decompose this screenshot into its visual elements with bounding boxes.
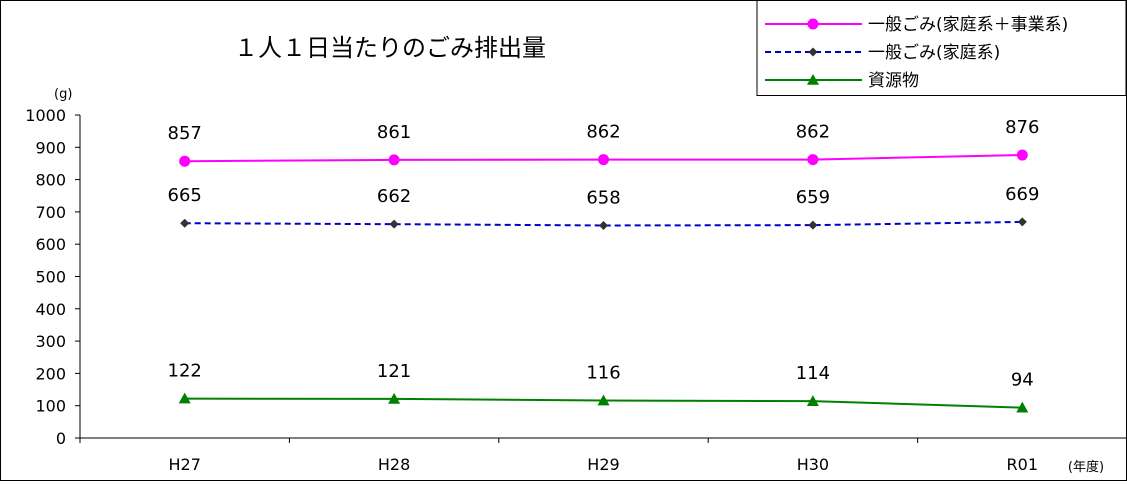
point-marker xyxy=(388,392,401,404)
data-label: 659 xyxy=(796,187,830,208)
point-marker xyxy=(1016,149,1028,161)
x-tick-label: R01 xyxy=(1007,455,1038,474)
axes-group: 0 100 200 300 400 500 600 700 800 900 1000 H27 H28 H2… xyxy=(25,106,1127,474)
point-marker xyxy=(808,220,818,230)
legend-label: 一般ごみ(家庭系＋事業系) xyxy=(868,15,1068,35)
data-label: 122 xyxy=(168,361,202,382)
point-marker xyxy=(388,154,400,166)
data-label: 862 xyxy=(586,122,620,143)
data-label: 861 xyxy=(377,122,411,143)
y-tick-label: 900 xyxy=(35,138,66,157)
legend-label: 一般ごみ(家庭系) xyxy=(868,43,1000,63)
point-marker xyxy=(179,155,191,167)
x-tick-label: H28 xyxy=(378,455,410,474)
point-marker xyxy=(808,47,818,57)
series-1: 857 861 862 862 876 xyxy=(168,117,1039,167)
point-marker xyxy=(598,154,609,166)
point-marker xyxy=(389,219,399,229)
point-marker xyxy=(1017,217,1027,227)
data-label: 114 xyxy=(796,363,830,384)
x-tick-label: H30 xyxy=(797,455,829,474)
y-tick-label: 400 xyxy=(35,300,66,319)
data-label: 876 xyxy=(1005,117,1039,138)
legend: 一般ごみ(家庭系＋事業系) 一般ごみ(家庭系) 資源物 xyxy=(756,0,1127,96)
data-label: 116 xyxy=(586,363,620,384)
data-label: 658 xyxy=(586,187,620,208)
series-3: 122 121 116 114 94 xyxy=(168,361,1034,413)
y-axis-unit-label: (g) xyxy=(54,87,72,102)
y-tick-label: 100 xyxy=(35,397,66,416)
y-tick-label: 200 xyxy=(35,364,66,383)
data-label: 862 xyxy=(796,122,830,143)
point-marker xyxy=(807,18,819,30)
point-marker xyxy=(180,218,190,228)
data-label: 662 xyxy=(377,186,411,207)
y-tick-label: 1000 xyxy=(25,106,66,125)
point-marker xyxy=(178,392,191,404)
data-label: 857 xyxy=(168,123,202,144)
x-axis-unit-label: (年度) xyxy=(1068,459,1104,475)
point-marker xyxy=(806,395,819,406)
y-tick-label: 300 xyxy=(35,332,66,351)
data-label: 665 xyxy=(168,185,202,206)
series-2: 665 662 658 659 669 xyxy=(168,184,1039,230)
y-tick-label: 500 xyxy=(35,268,66,287)
point-marker xyxy=(807,74,819,85)
x-tick-label: H29 xyxy=(587,455,619,474)
y-tick-label: 0 xyxy=(56,429,66,448)
data-label: 121 xyxy=(377,361,411,382)
y-tick-label: 700 xyxy=(35,203,66,222)
point-marker xyxy=(807,154,819,166)
data-label: 94 xyxy=(1011,370,1034,391)
point-marker xyxy=(597,394,610,406)
data-label: 669 xyxy=(1005,184,1039,205)
point-marker xyxy=(1016,401,1029,413)
y-tick-label: 600 xyxy=(35,235,66,254)
legend-label: 資源物 xyxy=(868,71,919,91)
x-tick-label: H27 xyxy=(169,455,201,474)
point-marker xyxy=(599,220,608,230)
y-tick-label: 800 xyxy=(35,171,66,190)
chart-title: １人１日当たりのごみ排出量 xyxy=(234,34,546,62)
